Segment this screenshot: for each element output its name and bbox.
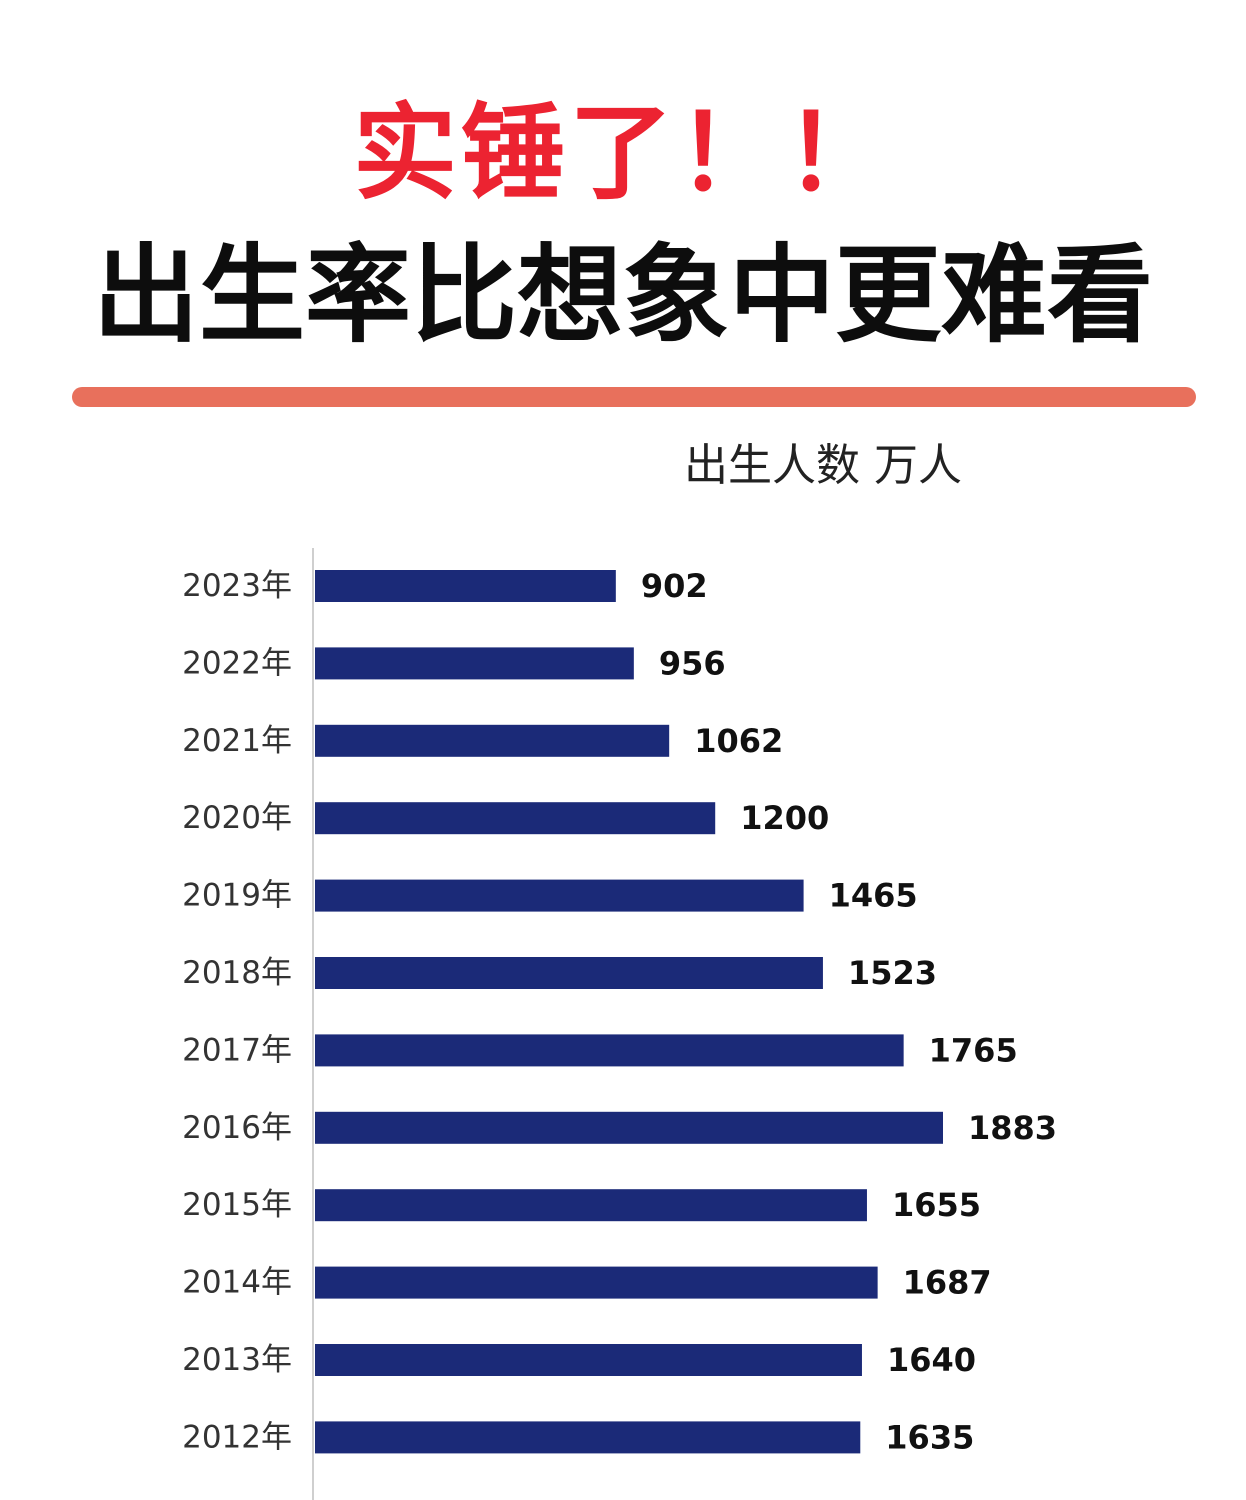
data-label: 1062: [694, 722, 783, 760]
bar: [315, 879, 804, 912]
headline: 实锤了！！: [352, 92, 893, 214]
data-label: 1687: [903, 1264, 992, 1302]
bar: [315, 1111, 943, 1144]
y-tick-label: 2020年: [182, 800, 292, 836]
y-tick-label: 2019年: [182, 878, 292, 914]
data-label: 1523: [848, 954, 937, 992]
data-label: 1635: [885, 1418, 974, 1456]
y-tick-label: 2022年: [182, 645, 292, 681]
bar: [315, 957, 823, 989]
bar: [315, 1344, 862, 1376]
bar: [315, 1189, 867, 1222]
data-label: 956: [659, 644, 726, 682]
bar: [315, 1034, 904, 1067]
bar: [315, 1421, 861, 1454]
bar: [315, 1266, 878, 1299]
data-label: 1465: [829, 877, 918, 915]
y-tick-label: 2016年: [182, 1110, 292, 1146]
y-tick-label: 2021年: [182, 723, 292, 759]
y-tick-label: 2015年: [182, 1187, 292, 1223]
bar: [315, 802, 716, 835]
unit-label: 出生人数 万人: [684, 440, 962, 491]
y-tick-label: 2017年: [182, 1032, 292, 1068]
y-tick-label: 2014年: [182, 1265, 292, 1301]
y-tick-label: 2023年: [182, 568, 292, 604]
bar: [315, 570, 616, 602]
y-tick-label: 2018年: [182, 955, 292, 991]
divider-bar: [72, 387, 1196, 407]
data-label: 1655: [892, 1186, 981, 1224]
data-label: 1765: [929, 1031, 1018, 1069]
bar: [315, 724, 670, 757]
data-label: 1200: [740, 799, 829, 837]
data-label: 1883: [968, 1109, 1057, 1147]
subheadline: 出生率比想象中更难看: [93, 234, 1153, 357]
data-label: 1640: [887, 1341, 976, 1379]
bar: [315, 647, 634, 680]
y-tick-label: 2012年: [182, 1419, 292, 1455]
data-label: 902: [641, 567, 708, 605]
y-tick-label: 2013年: [182, 1342, 292, 1378]
